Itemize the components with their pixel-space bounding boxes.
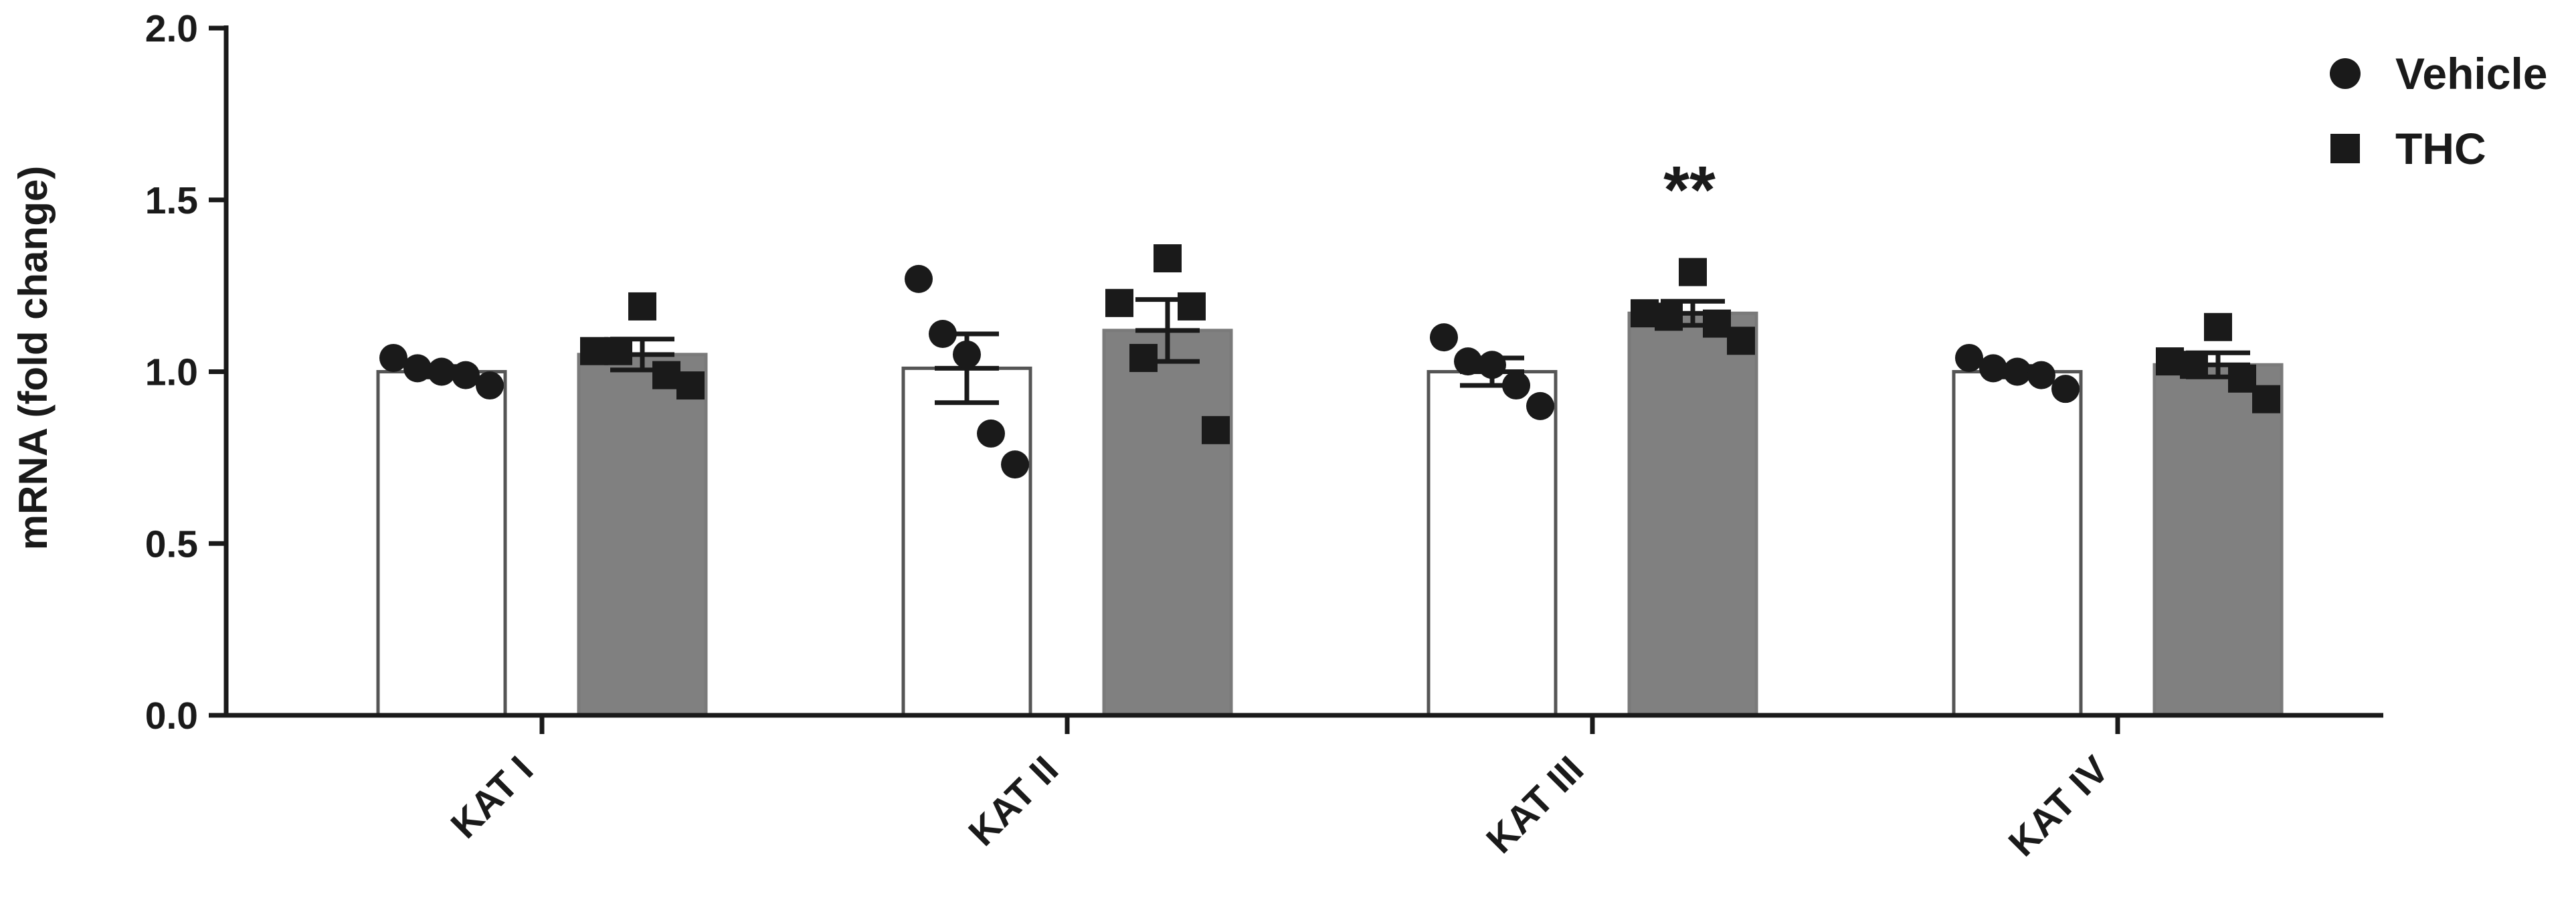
data-point-vehicle — [2051, 375, 2080, 403]
y-tick-label: 0.0 — [145, 695, 198, 737]
x-tick-label-kat-iv: KAT IV — [2001, 748, 2117, 865]
legend-marker-thc — [2330, 134, 2360, 163]
data-point-vehicle — [929, 320, 957, 349]
data-point-vehicle — [1001, 450, 1029, 479]
data-point-thc — [1178, 292, 1206, 321]
data-point-thc — [1129, 343, 1158, 372]
x-tick-label-kat-iii: KAT III — [1478, 748, 1592, 862]
y-tick-label: 1.5 — [145, 179, 198, 222]
data-point-thc — [1202, 416, 1230, 444]
y-tick-label: 1.0 — [145, 351, 198, 394]
legend-label-thc: THC — [2395, 124, 2486, 173]
data-point-vehicle — [1526, 391, 1554, 420]
y-axis-title: mRNA (fold change) — [11, 166, 56, 550]
bar-thc-kat-ii — [1102, 329, 1233, 717]
data-point-thc — [676, 371, 705, 400]
bars-layer — [376, 311, 2284, 717]
data-point-vehicle — [977, 419, 1005, 448]
data-point-thc — [2204, 312, 2232, 341]
data-point-vehicle — [1454, 347, 1482, 376]
data-point-vehicle — [1502, 371, 1530, 400]
data-points-layer — [379, 244, 2280, 479]
data-point-vehicle — [1979, 354, 2007, 383]
data-point-thc — [628, 292, 656, 321]
bar-vehicle-kat-iii — [1427, 370, 1558, 717]
annotations-layer: ** — [1663, 153, 1716, 228]
data-point-thc — [1154, 244, 1182, 273]
data-point-vehicle — [1955, 343, 1983, 372]
legend: Vehicle THC — [2330, 49, 2548, 173]
data-point-vehicle — [379, 343, 407, 372]
data-point-thc — [1679, 258, 1707, 286]
y-tick-label: 2.0 — [145, 7, 198, 50]
bar-thc-kat-iii — [1627, 311, 1758, 717]
bar-thc-kat-iv — [2152, 363, 2284, 717]
data-point-vehicle — [452, 361, 480, 389]
data-point-thc — [2180, 351, 2208, 379]
data-point-thc — [652, 361, 680, 389]
data-point-thc — [1631, 299, 1659, 328]
y-tick-label: 0.5 — [145, 523, 198, 565]
data-point-vehicle — [428, 357, 456, 386]
data-point-thc — [1105, 288, 1133, 317]
bar-thc-kat-i — [577, 353, 708, 717]
data-point-vehicle — [953, 340, 981, 369]
data-point-thc — [2228, 364, 2256, 393]
legend-marker-vehicle — [2330, 58, 2361, 89]
data-point-vehicle — [2003, 357, 2031, 386]
data-point-vehicle — [1430, 323, 1458, 352]
bar-vehicle-kat-ii — [901, 366, 1032, 717]
data-point-thc — [2252, 385, 2280, 414]
data-point-thc — [2156, 347, 2184, 376]
data-point-vehicle — [1478, 351, 1506, 379]
data-point-thc — [604, 337, 632, 365]
x-tick-label-kat-ii: KAT II — [960, 748, 1067, 854]
data-point-thc — [580, 337, 608, 365]
x-tick-label-kat-i: KAT I — [443, 748, 541, 846]
bar-vehicle-kat-iv — [1952, 370, 2083, 717]
data-point-vehicle — [2027, 361, 2055, 389]
data-point-vehicle — [403, 354, 432, 383]
significance-annotation: ** — [1663, 153, 1716, 228]
data-point-vehicle — [905, 264, 933, 293]
bar-vehicle-kat-i — [376, 370, 507, 717]
data-point-thc — [1703, 309, 1731, 338]
legend-label-vehicle: Vehicle — [2395, 49, 2548, 98]
data-point-thc — [1727, 327, 1755, 355]
data-point-thc — [1655, 302, 1683, 331]
data-point-vehicle — [476, 371, 504, 400]
